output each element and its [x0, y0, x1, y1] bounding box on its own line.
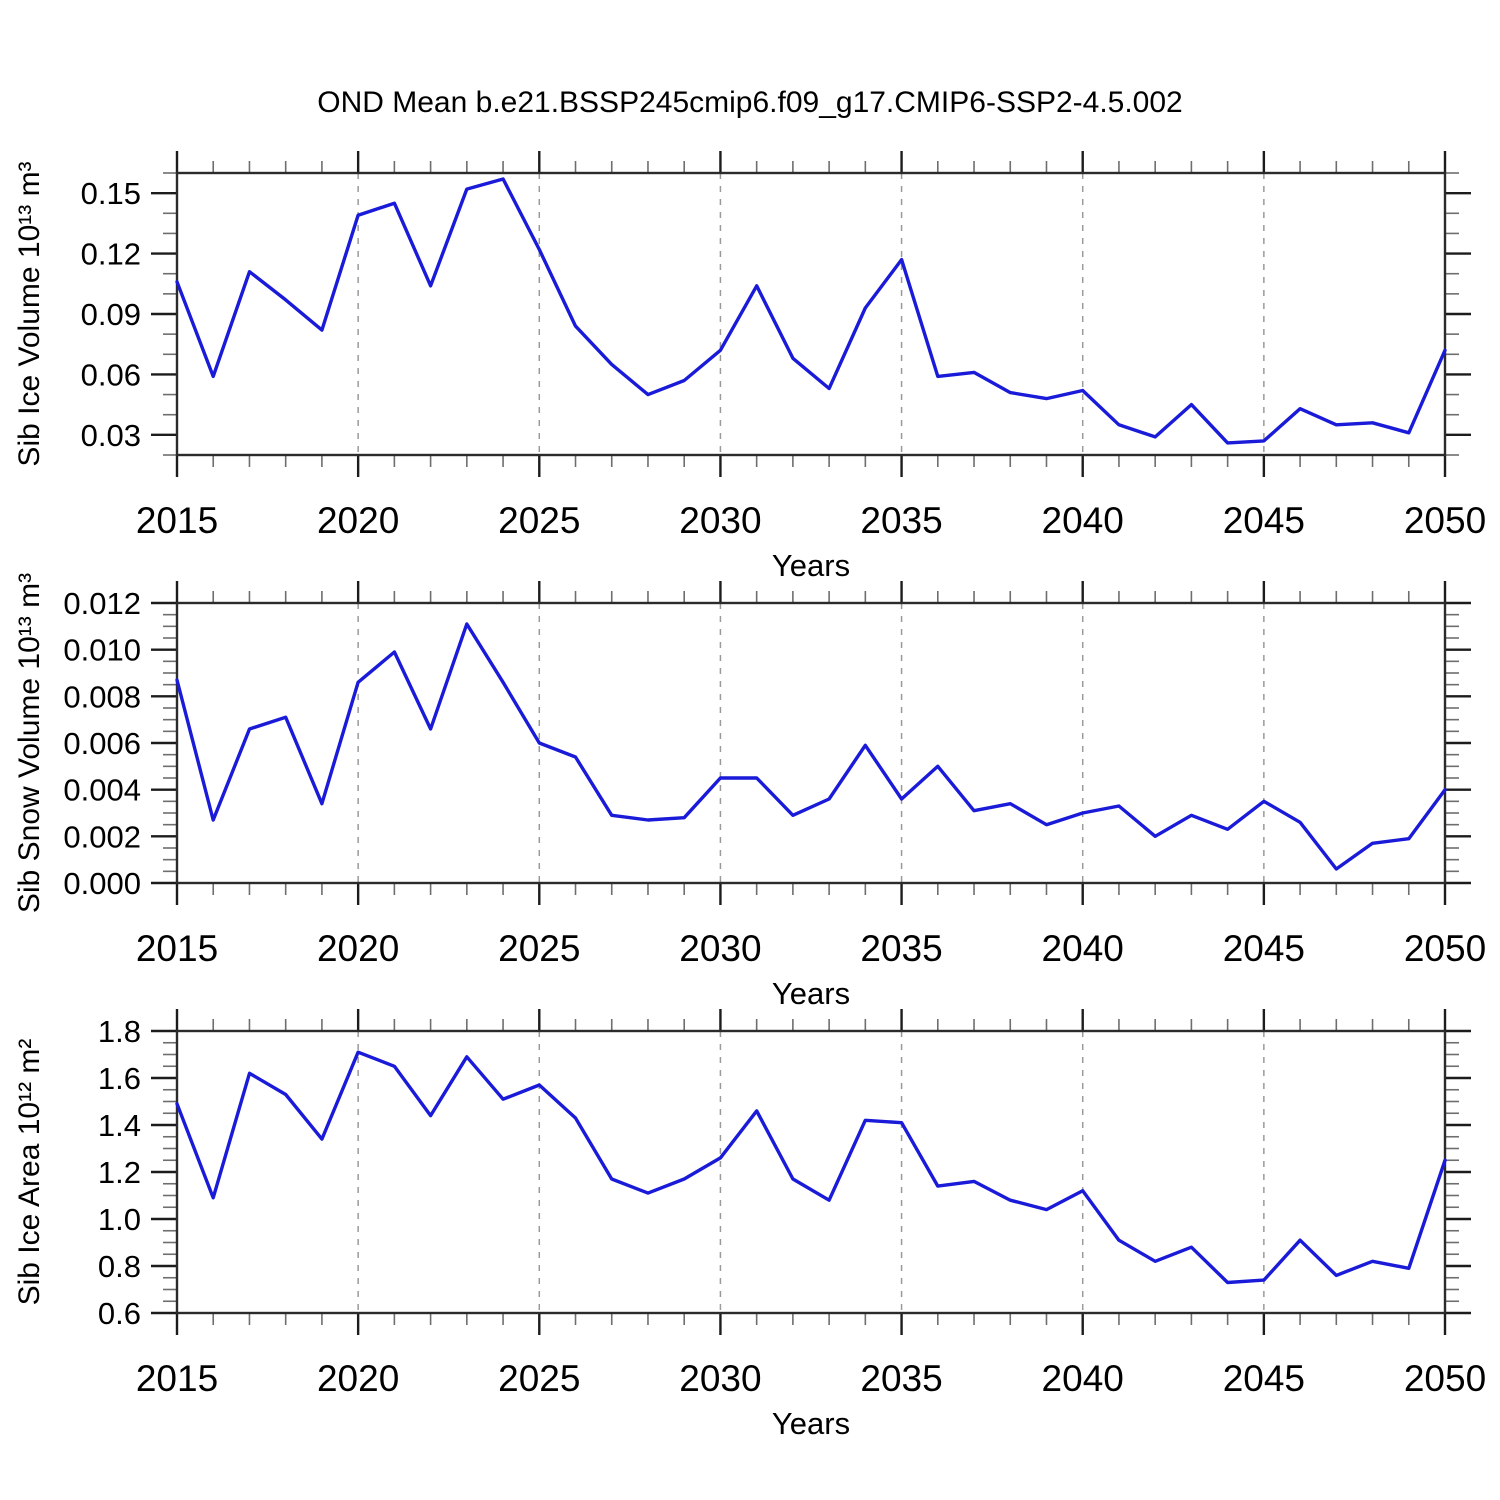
sib-snow-volume-x-tick-label: 2035 — [860, 928, 942, 969]
sib-ice-area-y-tick-label: 0.8 — [98, 1249, 141, 1284]
sib-ice-area-x-tick-label: 2020 — [317, 1358, 399, 1399]
sib-ice-area-x-tick-label: 2035 — [860, 1358, 942, 1399]
sib-snow-volume-x-tick-label: 2040 — [1042, 928, 1124, 969]
sib-snow-volume-y-tick-label: 0.010 — [63, 633, 141, 668]
sib-snow-volume-x-tick-label: 2030 — [679, 928, 761, 969]
sib-ice-volume-y-tick-label: 0.09 — [81, 297, 141, 332]
sib-snow-volume-series-line — [175, 622, 1447, 871]
sib-ice-volume-plot-frame — [175, 171, 1447, 457]
sib-snow-volume-y-tick-label: 0.006 — [63, 726, 141, 761]
sib-ice-volume-series-line — [175, 177, 1447, 445]
sib-ice-area-x-tick-label: 2025 — [498, 1358, 580, 1399]
ice-volume-x-axis-label: Years — [771, 548, 851, 583]
snow-volume-x-axis-label: Years — [771, 976, 851, 1011]
sib-ice-area-x-tick-label: 2040 — [1042, 1358, 1124, 1399]
sib-ice-area-x-tick-label: 2050 — [1404, 1358, 1486, 1399]
sib-ice-area-y-tick-label: 1.0 — [98, 1202, 141, 1237]
sib-ice-volume-x-tick-label: 2050 — [1404, 500, 1486, 541]
sib-snow-volume-x-tick-label: 2025 — [498, 928, 580, 969]
sib-ice-area-x-tick-label: 2030 — [679, 1358, 761, 1399]
sib-ice-area-y-tick-label: 1.8 — [98, 1014, 141, 1049]
sib-snow-volume-y-tick-label: 0.000 — [63, 866, 141, 901]
sib-snow-volume-x-tick-label: 2045 — [1223, 928, 1305, 969]
sib-snow-volume-plot-frame — [175, 601, 1447, 885]
snow-volume-y-axis-label: Sib Snow Volume 10¹³ m³ — [13, 572, 46, 914]
sib-ice-volume-y-tick-label: 0.12 — [81, 237, 141, 272]
sib-ice-volume-y-tick-label: 0.15 — [81, 176, 141, 211]
sib-ice-area-y-tick-label: 1.4 — [98, 1108, 141, 1143]
sib-ice-area-x-tick-label: 2045 — [1223, 1358, 1305, 1399]
sib-ice-volume-y-tick-label: 0.03 — [81, 418, 141, 453]
sib-ice-volume-x-tick-label: 2030 — [679, 500, 761, 541]
sib-snow-volume-y-tick-label: 0.002 — [63, 819, 141, 854]
sib-ice-area-x-tick-label: 2015 — [136, 1358, 218, 1399]
sib-ice-volume-x-tick-label: 2035 — [860, 500, 942, 541]
sib-snow-volume-y-tick-label: 0.004 — [63, 773, 141, 808]
sib-snow-volume-y-tick-label: 0.008 — [63, 679, 141, 714]
sib-ice-area-y-tick-label: 1.2 — [98, 1155, 141, 1190]
chart-title: OND Mean b.e21.BSSP245cmip6.f09_g17.CMIP… — [317, 86, 1183, 119]
sib-ice-volume-y-tick-label: 0.06 — [81, 357, 141, 392]
sib-ice-area-series-line — [175, 1050, 1447, 1285]
sib-ice-area-plot-frame — [175, 1029, 1447, 1315]
sib-ice-volume-x-tick-label: 2040 — [1042, 500, 1124, 541]
sib-ice-volume-x-tick-label: 2015 — [136, 500, 218, 541]
sib-ice-area-y-tick-label: 0.6 — [98, 1296, 141, 1331]
sib-snow-volume-y-tick-label: 0.012 — [63, 586, 141, 621]
ice-area-y-axis-label: Sib Ice Area 10¹² m² — [13, 1038, 46, 1306]
sib-ice-volume-x-tick-label: 2020 — [317, 500, 399, 541]
ice-volume-y-axis-label: Sib Ice Volume 10¹³ m³ — [13, 161, 46, 467]
sib-snow-volume-x-tick-label: 2015 — [136, 928, 218, 969]
sib-ice-area-y-tick-label: 1.6 — [98, 1061, 141, 1096]
ice-area-x-axis-label: Years — [771, 1406, 851, 1441]
sib-snow-volume-x-tick-label: 2020 — [317, 928, 399, 969]
sib-ice-volume-x-tick-label: 2045 — [1223, 500, 1305, 541]
sib-snow-volume-x-tick-label: 2050 — [1404, 928, 1486, 969]
sib-ice-volume-x-tick-label: 2025 — [498, 500, 580, 541]
